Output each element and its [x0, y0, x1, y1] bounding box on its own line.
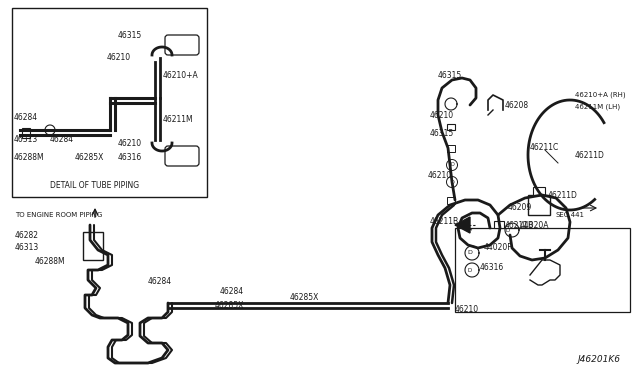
Text: 46209: 46209 [508, 203, 532, 212]
Text: 46208: 46208 [505, 100, 529, 109]
Text: 44020F: 44020F [484, 244, 513, 253]
Polygon shape [455, 217, 470, 233]
Text: D: D [450, 163, 454, 167]
Text: D: D [468, 267, 472, 273]
Text: D: D [506, 228, 510, 232]
Text: 46211M (LH): 46211M (LH) [575, 104, 620, 110]
Text: 46313: 46313 [14, 135, 38, 144]
Bar [455, 228, 630, 312]
Text: 46282: 46282 [15, 231, 39, 240]
Text: 46211D: 46211D [575, 151, 605, 160]
Text: 46313: 46313 [15, 244, 39, 253]
Text: 46284: 46284 [148, 278, 172, 286]
Text: 46211B: 46211B [505, 221, 534, 230]
Text: D: D [450, 180, 454, 185]
Bar [528, 195, 550, 215]
Text: 46316: 46316 [118, 154, 142, 163]
Text: J46201K6: J46201K6 [577, 356, 620, 365]
Text: 46284: 46284 [220, 288, 244, 296]
Text: 46315: 46315 [118, 31, 142, 39]
Bar [12, 8, 207, 197]
Text: 44020A: 44020A [520, 221, 550, 230]
Text: 46285X: 46285X [290, 294, 319, 302]
Bar [447, 124, 455, 130]
Text: 46316: 46316 [480, 263, 504, 273]
Text: TO ENGINE ROOM PIPING: TO ENGINE ROOM PIPING [15, 212, 102, 218]
Text: 46211D: 46211D [548, 190, 578, 199]
Text: 46285X: 46285X [75, 154, 104, 163]
Bar [533, 187, 545, 195]
Text: 46210+A: 46210+A [163, 71, 199, 80]
Text: 46211C: 46211C [530, 144, 559, 153]
Text: 46210: 46210 [430, 110, 454, 119]
Text: 46288M: 46288M [35, 257, 66, 266]
Text: 46285X: 46285X [215, 301, 244, 310]
Bar [447, 197, 455, 204]
Text: 46315: 46315 [430, 128, 454, 138]
Text: 46211B: 46211B [430, 218, 459, 227]
Bar [494, 221, 504, 228]
Bar [22, 128, 30, 138]
Text: 46284: 46284 [14, 113, 38, 122]
Text: 46210: 46210 [428, 170, 452, 180]
FancyBboxPatch shape [165, 35, 199, 55]
Text: 46288M: 46288M [14, 154, 45, 163]
Text: SEC.441: SEC.441 [555, 212, 584, 218]
Bar [447, 145, 455, 152]
Text: D: D [468, 250, 472, 256]
Text: 46210: 46210 [118, 138, 142, 148]
Text: 46211M: 46211M [163, 115, 194, 125]
Text: 46210+A (RH): 46210+A (RH) [575, 92, 626, 98]
FancyBboxPatch shape [165, 146, 199, 166]
Text: 46284: 46284 [50, 135, 74, 144]
Bar [83, 232, 103, 260]
Text: 46210: 46210 [107, 54, 131, 62]
Text: 46315: 46315 [438, 71, 462, 80]
Text: DETAIL OF TUBE PIPING: DETAIL OF TUBE PIPING [50, 180, 139, 189]
Text: 46210: 46210 [455, 305, 479, 314]
